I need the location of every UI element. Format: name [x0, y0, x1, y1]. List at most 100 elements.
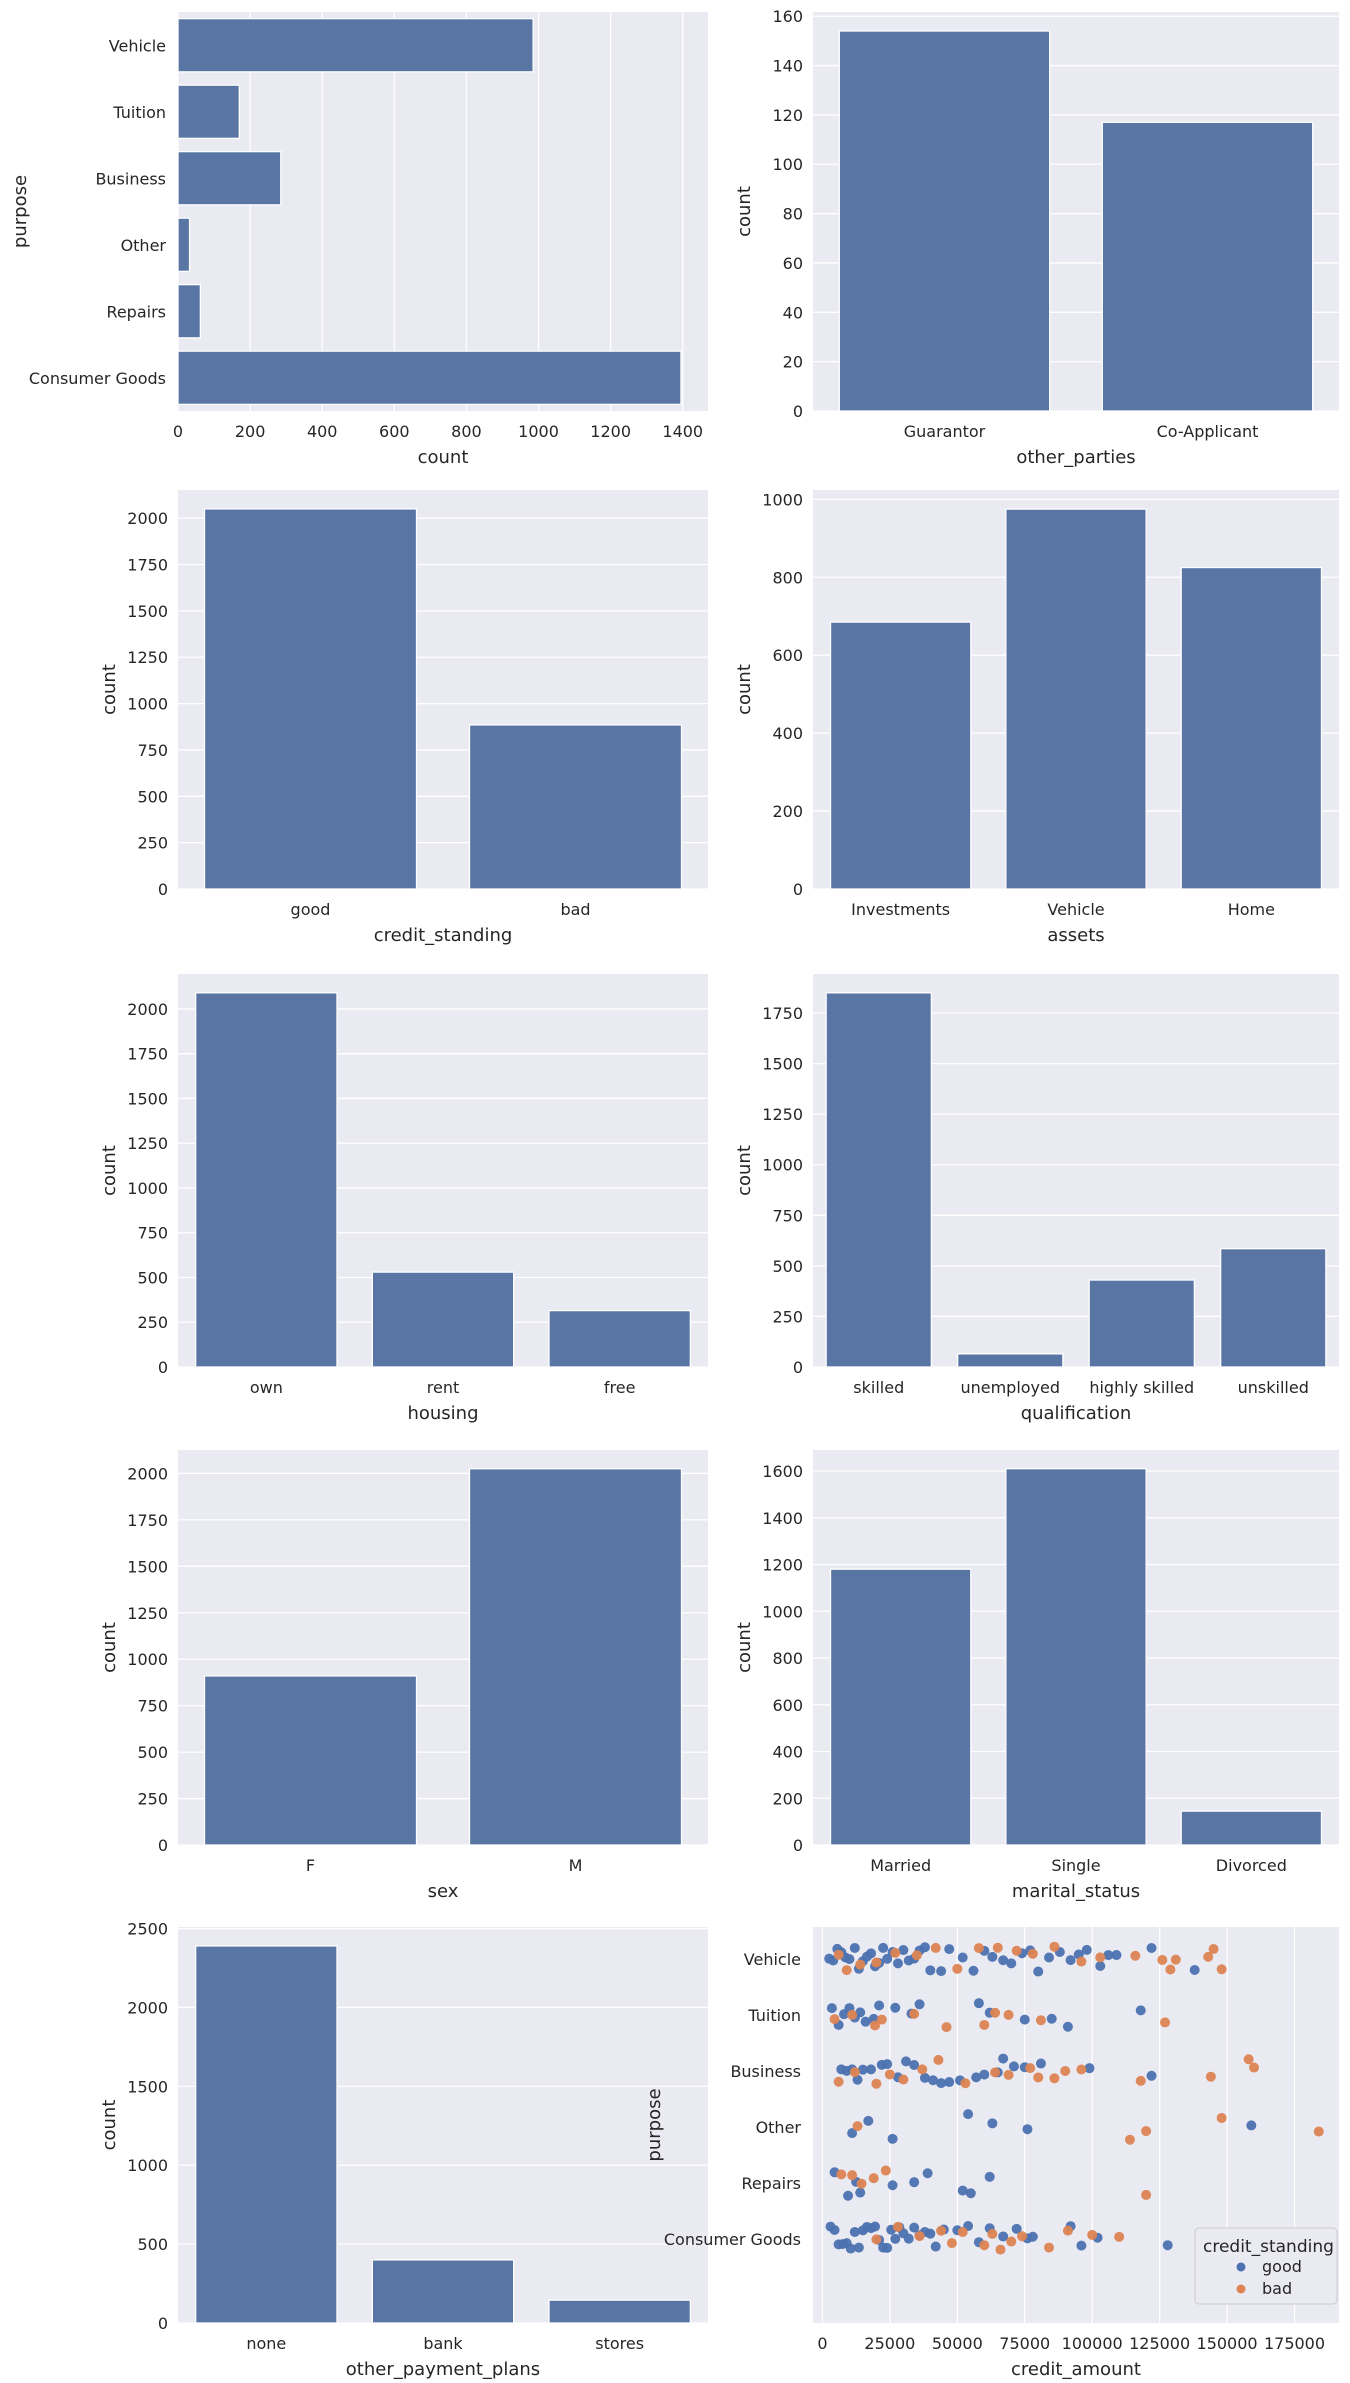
y-tick-label: Business [95, 169, 166, 188]
x-tick-label: 600 [379, 422, 410, 441]
point-bad [941, 2022, 952, 2033]
point-good [1044, 1952, 1055, 1963]
x-tick-label: 1000 [518, 422, 559, 441]
point-bad [960, 2078, 971, 2089]
y-axis-label: count [734, 1622, 755, 1673]
point-bad [1003, 2009, 1014, 2020]
x-tick-label: Married [870, 1856, 931, 1875]
point-bad [1130, 1950, 1141, 1961]
point-good [898, 1945, 909, 1956]
bar-bad [468, 724, 683, 890]
y-tick-label: 250 [137, 834, 168, 853]
point-bad [829, 2014, 840, 2025]
x-tick-label: 0 [173, 422, 183, 441]
point-good [901, 2056, 912, 2067]
x-tick-label: free [604, 1378, 636, 1397]
bar-stores [548, 2299, 691, 2324]
y-tick-label: Other [756, 2118, 802, 2137]
bar-f [203, 1675, 418, 1846]
x-tick-label: bad [560, 900, 590, 919]
x-tick-label: bank [423, 2334, 463, 2353]
y-tick-label: 0 [793, 402, 803, 421]
bar-vehicle [177, 17, 534, 73]
y-tick-label: 500 [772, 1257, 803, 1276]
point-bad [1170, 1954, 1181, 1965]
point-bad [1205, 2071, 1216, 2082]
x-tick-label: Guarantor [904, 422, 986, 441]
bar-guarantor [838, 30, 1051, 412]
point-good [874, 2000, 885, 2011]
point-good [1246, 2120, 1257, 2131]
y-axis-label: purpose [10, 175, 31, 248]
y-tick-label: 1000 [127, 1179, 168, 1198]
y-tick-label: 0 [158, 880, 168, 899]
point-bad [1216, 1964, 1227, 1975]
point-bad [987, 2228, 998, 2239]
point-good [936, 2078, 947, 2089]
point-bad [1249, 2062, 1260, 2073]
point-bad [1076, 2064, 1087, 2075]
y-tick-label: 1000 [762, 490, 803, 509]
y-tick-label: 400 [772, 1743, 803, 1762]
point-bad [992, 1942, 1003, 1953]
chart-credit-amount-vs-purpose: 0 25000 50000 75000 100000 125000 150000 175000… [644, 1927, 1339, 2380]
y-tick-label: 2500 [127, 1920, 168, 1939]
bar-highly-skilled [1088, 1279, 1196, 1368]
y-tick-label: Tuition [112, 103, 166, 122]
y-tick-label: Tuition [747, 2006, 801, 2025]
point-good [984, 2171, 995, 2182]
bar-unemployed [957, 1353, 1064, 1368]
point-good [944, 2077, 955, 2088]
point-bad [1087, 2229, 1098, 2240]
y-tick-label: 1400 [762, 1509, 803, 1528]
point-bad [990, 2007, 1001, 2018]
y-tick-label: 0 [793, 1358, 803, 1377]
point-good [1135, 2005, 1146, 2016]
bar-other [177, 217, 191, 272]
point-good [925, 1965, 936, 1976]
point-good [925, 2228, 936, 2239]
point-bad [930, 1942, 941, 1953]
point-good [998, 2053, 1009, 2064]
point-good [843, 2190, 854, 2201]
bar-rent [371, 1271, 515, 1368]
y-tick-label: 200 [772, 802, 803, 821]
point-bad [952, 1963, 963, 1974]
point-good [882, 2059, 893, 2070]
point-good [845, 2243, 856, 2254]
point-good [847, 2128, 858, 2139]
point-bad [1114, 2231, 1125, 2242]
point-good [887, 2133, 898, 2144]
y-tick-label: 2000 [127, 1000, 168, 1019]
y-axis-label: purpose [644, 2088, 665, 2161]
point-bad [911, 1950, 922, 1961]
point-bad [1203, 1951, 1214, 1962]
bar-single [1005, 1468, 1147, 1846]
y-tick-label: 750 [137, 1224, 168, 1243]
point-bad [1135, 2075, 1146, 2086]
point-bad [1033, 2072, 1044, 2083]
x-tick-label: M [569, 1856, 583, 1875]
point-bad [1216, 2112, 1227, 2123]
point-good [1084, 2063, 1095, 2074]
y-tick-label: 1500 [127, 1557, 168, 1576]
point-good [849, 2226, 860, 2237]
point-good [909, 2177, 920, 2188]
y-tick-label: 1750 [127, 556, 168, 575]
x-tick-label: 1400 [662, 422, 703, 441]
x-axis-label: assets [1047, 925, 1104, 946]
point-bad [990, 2067, 1001, 2078]
bar-good [203, 508, 418, 890]
point-good [922, 2168, 933, 2179]
point-bad [836, 2169, 847, 2180]
point-bad [870, 2020, 881, 2031]
bar-business [177, 150, 282, 206]
x-tick-label: skilled [853, 1378, 904, 1397]
point-bad [1165, 1964, 1176, 1975]
chart-assets-vs-count: 0 200 400 600 800 1000 Investments Vehicle Home a… [734, 490, 1339, 946]
point-bad [1095, 1952, 1106, 1963]
y-tick-label: Consumer Goods [664, 2230, 801, 2249]
legend-label-bad: bad [1262, 2279, 1292, 2298]
point-bad [876, 2014, 887, 2025]
y-tick-label: 750 [137, 1697, 168, 1716]
